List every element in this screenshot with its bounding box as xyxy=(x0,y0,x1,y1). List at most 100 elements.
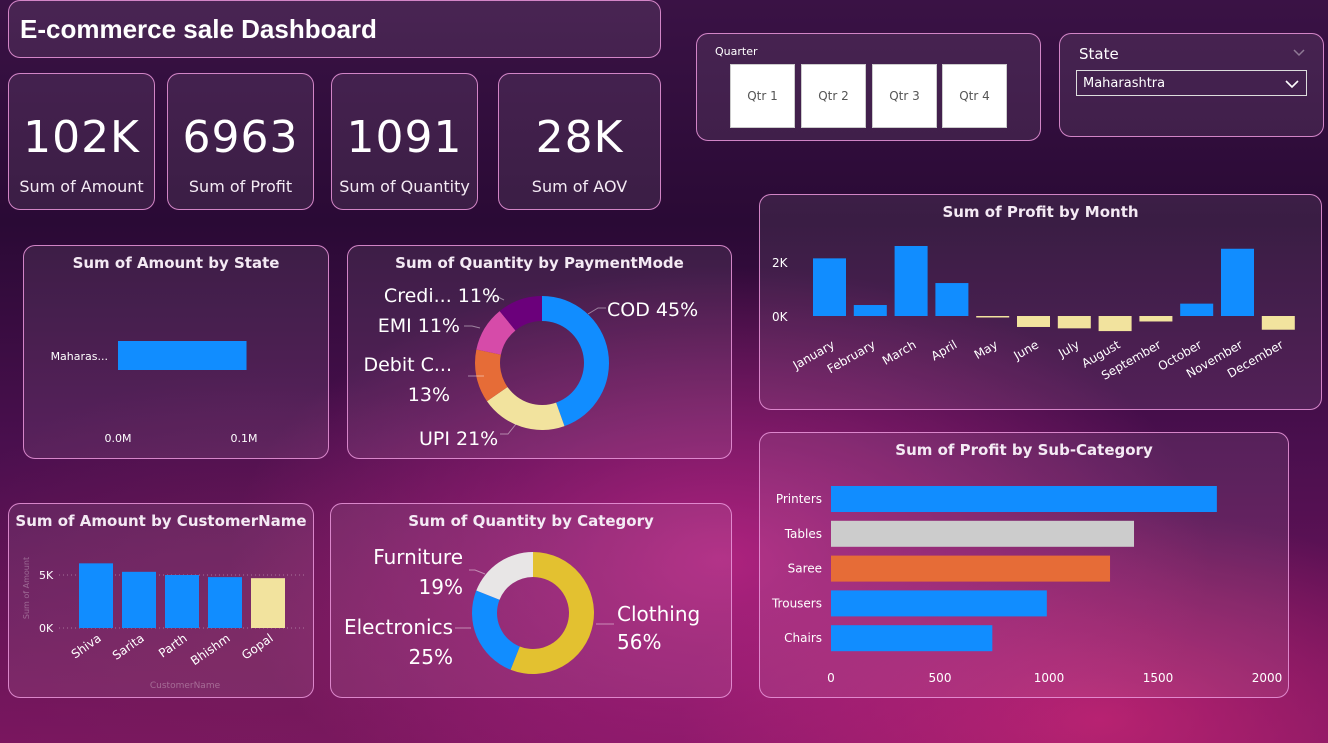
bar xyxy=(1180,303,1214,316)
x-tick-label: 0.1M xyxy=(231,432,258,445)
slice-label: UPI 21% xyxy=(419,428,498,450)
chart-title: Sum of Profit by Month xyxy=(942,203,1139,221)
bar xyxy=(813,258,846,316)
quantity-by-category-chart: Clothing 56% Electronics 25% Furniture 19% xyxy=(344,545,700,674)
leader-line xyxy=(587,307,606,315)
bar xyxy=(251,578,285,628)
donut-slice xyxy=(476,552,533,600)
quarter-slicer-label: Quarter xyxy=(715,45,758,58)
kpi-label: Sum of Quantity xyxy=(339,177,470,196)
chart-title: Sum of Quantity by PaymentMode xyxy=(395,254,684,272)
quantity-by-paymentmode-chart: COD 45% UPI 21% Debit C... 13% EMI 11% Credi.… xyxy=(363,285,698,450)
donut-slice xyxy=(542,296,609,427)
slice-label: 13% xyxy=(408,384,450,406)
kpi-label: Sum of Amount xyxy=(19,177,144,196)
profit-by-subcategory-chart: Printers Tables Saree Trousers Chairs 0 500 100… xyxy=(771,486,1283,685)
slice-label: EMI 11% xyxy=(378,315,460,337)
chart-title: Sum of Quantity by Category xyxy=(408,512,654,530)
x-tick-label: 1000 xyxy=(1034,671,1065,685)
x-tick-label: Shiva xyxy=(69,631,104,661)
donut-slice xyxy=(476,311,516,355)
y-tick-label: 0K xyxy=(772,310,789,324)
x-tick-label: Gopal xyxy=(239,631,276,663)
donut-slice xyxy=(510,552,594,674)
kpi-card-amount[interactable]: 102K Sum of Amount xyxy=(8,73,155,210)
bar xyxy=(831,555,1111,582)
quarter-option-qtr2[interactable]: Qtr 2 xyxy=(801,64,866,128)
bar xyxy=(118,341,247,370)
slice-label: Furniture xyxy=(373,545,463,569)
bar-label: Tables xyxy=(784,527,822,541)
bar xyxy=(1017,316,1050,327)
y-tick-label: 0K xyxy=(39,622,54,635)
quarter-option-qtr3[interactable]: Qtr 3 xyxy=(872,64,937,128)
kpi-label: Sum of Profit xyxy=(188,177,293,196)
quantity-by-paymentmode-card: Sum of Quantity by PaymentMode COD 45% UP… xyxy=(347,245,732,459)
chart-title: Sum of Profit by Sub-Category xyxy=(895,441,1153,459)
bar xyxy=(122,571,156,628)
profit-by-subcategory-card: Sum of Profit by Sub-Category Printers Ta… xyxy=(759,432,1289,698)
quarter-option-qtr1[interactable]: Qtr 1 xyxy=(730,64,795,128)
slice-label: Credi... 11% xyxy=(384,285,500,307)
x-tick-label: Parth xyxy=(156,631,190,660)
x-tick-label: 2000 xyxy=(1252,671,1283,685)
bar xyxy=(976,316,1010,318)
chart-title: Sum of Amount by State xyxy=(72,254,280,272)
bar xyxy=(1261,316,1295,330)
leader-line xyxy=(469,569,486,575)
kpi-card-quantity[interactable]: 1091 Sum of Quantity xyxy=(331,73,478,210)
bar xyxy=(165,575,199,628)
bar xyxy=(1057,316,1091,329)
kpi-card-aov[interactable]: 28K Sum of AOV xyxy=(498,73,661,210)
donut-slice xyxy=(475,349,508,402)
kpi-value: 1091 xyxy=(346,112,463,163)
x-axis-title: CustomerName xyxy=(150,681,221,691)
donut-slice xyxy=(499,296,542,331)
y-tick-label: 5K xyxy=(39,569,54,582)
x-tick-label: 0.0M xyxy=(105,432,132,445)
quarter-slicer: Quarter Qtr 1 Qtr 2 Qtr 3 Qtr 4 xyxy=(696,33,1041,141)
kpi-label: Sum of AOV xyxy=(531,177,628,196)
bar xyxy=(79,563,113,628)
y-tick-label: 2K xyxy=(772,256,789,270)
donut-slice xyxy=(486,386,565,430)
kpi-value: 28K xyxy=(535,112,624,163)
bar xyxy=(894,246,928,316)
bar-label: Maharas... xyxy=(51,350,108,363)
quantity-by-category-card: Sum of Quantity by Category Clothing 56% E… xyxy=(330,503,732,698)
bar xyxy=(1098,316,1132,332)
x-tick-label: 0 xyxy=(827,671,835,685)
kpi-value: 6963 xyxy=(182,112,299,163)
x-tick-label: May xyxy=(972,337,1000,362)
amount-by-customer-card: Sum of Amount by CustomerName 5K 0K Shiva S… xyxy=(8,503,314,698)
donut-slice xyxy=(472,590,520,670)
state-dropdown-value: Maharashtra xyxy=(1083,76,1166,91)
bar xyxy=(853,305,887,316)
state-slicer-label: State xyxy=(1079,45,1119,63)
bar xyxy=(1139,316,1173,322)
slice-label: 25% xyxy=(409,645,453,669)
amount-by-state-card: Sum of Amount by State Maharas... 0.0M 0.1… xyxy=(23,245,329,459)
profit-by-month-card: Sum of Profit by Month 2K 0K January Februa… xyxy=(759,194,1322,410)
collapse-chevron-icon[interactable] xyxy=(1292,48,1306,58)
kpi-card-profit[interactable]: 6963 Sum of Profit xyxy=(167,73,314,210)
bar xyxy=(831,486,1217,512)
slice-label: Debit C... xyxy=(363,354,452,376)
slice-label: 56% xyxy=(617,630,661,654)
bar xyxy=(831,625,993,652)
bar xyxy=(935,283,969,316)
chart-title: Sum of Amount by CustomerName xyxy=(15,512,307,530)
bar-label: Trousers xyxy=(771,596,822,610)
state-dropdown[interactable]: Maharashtra xyxy=(1076,70,1307,96)
slice-label: Clothing xyxy=(617,602,700,626)
x-tick-label: April xyxy=(929,337,960,363)
slice-label: COD 45% xyxy=(607,299,698,321)
slice-label: 19% xyxy=(419,575,463,599)
bar xyxy=(831,590,1047,617)
leader-line xyxy=(464,325,481,329)
x-tick-label: June xyxy=(1010,337,1041,363)
title-card: E-commerce sale Dashboard xyxy=(8,0,661,58)
bar xyxy=(831,520,1135,547)
bar-label: Printers xyxy=(776,492,822,506)
quarter-option-qtr4[interactable]: Qtr 4 xyxy=(942,64,1007,128)
